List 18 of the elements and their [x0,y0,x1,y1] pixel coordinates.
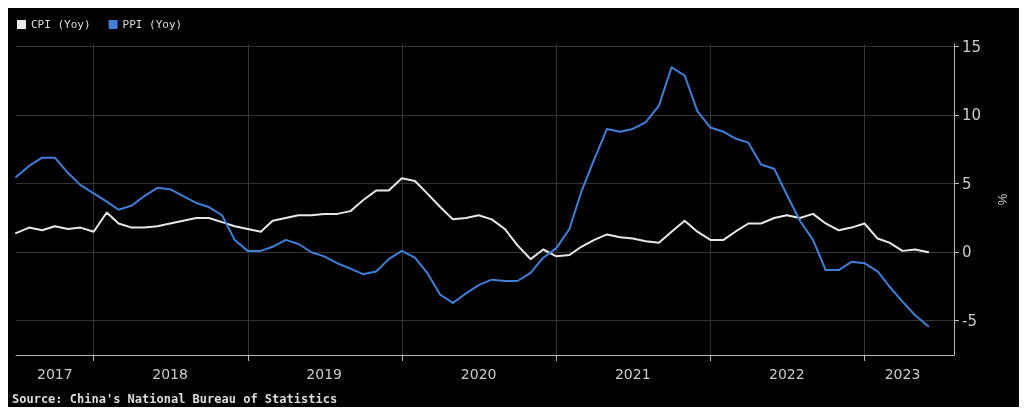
y-tick-label: 5 [962,174,972,193]
y-tick-label: -5 [962,311,977,330]
y-axis-title: % [995,193,1010,206]
x-tick-label: 2018 [152,366,188,382]
line-series [15,66,930,328]
x-tick-label: 2023 [884,366,921,382]
legend-label: CPI (Yoy) [31,18,91,31]
x-tick-label: 2022 [769,366,805,382]
y-tick-label: 10 [962,106,982,125]
x-tick-label: 2021 [614,366,651,382]
x-tick-label: 2020 [460,366,497,382]
y-tick-label: 15 [962,37,982,56]
line-series [15,177,930,261]
x-tick-label: 2019 [306,366,342,382]
source-note: Source: China's National Bureau of Statistics [12,392,338,406]
y-tick-label: 0 [962,243,972,262]
legend-label: PPI (Yoy) [122,18,183,31]
x-tick-label: 2017 [37,366,73,382]
